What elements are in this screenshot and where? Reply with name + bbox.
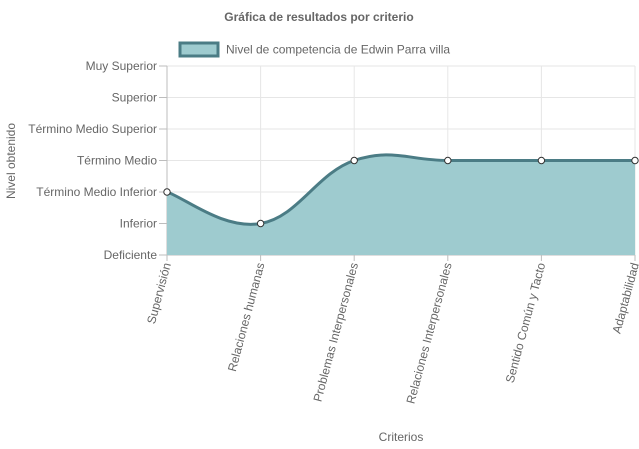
data-points [163,156,639,228]
y-tick-label: Deficiente [104,248,158,262]
legend-swatch [178,41,220,58]
legend[interactable]: Nivel de competencia de Edwin Parra vill… [178,41,450,58]
y-tick-label: Término Medio [77,154,157,168]
area-layer [166,153,635,255]
series-line [166,153,635,226]
series-area [167,154,635,255]
data-point[interactable] [256,219,265,228]
x-tick-label: Adaptabilidad [610,261,639,335]
y-tick-label: Término Medio Inferior [36,185,157,199]
legend-label: Nivel de competencia de Edwin Parra vill… [226,43,450,57]
x-tick-label: Supervisión [144,261,174,325]
data-point[interactable] [631,156,639,165]
y-tick-label: Superior [112,91,157,105]
y-tick-label: Término Medio Superior [28,122,157,136]
x-tick-label: Relaciones humanas [225,261,268,373]
y-tick-labels: Deficiente Inferior Término Medio Inferior… [28,59,157,262]
x-tick-label: Relaciones Interpersonales [404,261,455,405]
x-tick-label: Sentido Común y Tacto [503,261,549,385]
data-point[interactable] [163,188,171,196]
x-tick-labels: Supervisión Relaciones humanas Problemas I… [144,261,639,405]
data-point[interactable] [537,156,546,165]
chart-title: Gráfica de resultados por criterio [224,10,413,24]
y-tick-label: Muy Superior [86,59,157,73]
y-tick-label: Inferior [120,217,157,231]
data-point[interactable] [444,156,452,165]
x-axis-title: Criterios [379,430,424,444]
x-tick-label: Problemas Interpersonales [310,261,361,403]
data-point[interactable] [350,156,358,165]
y-axis-title: Nivel obtenido [4,123,18,199]
